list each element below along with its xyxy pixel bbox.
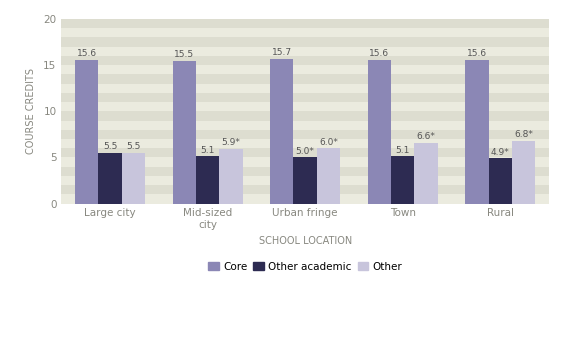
Bar: [61, 111, 549, 120]
Bar: [173, 61, 196, 203]
Text: 5.9*: 5.9*: [222, 138, 240, 147]
Bar: [465, 60, 488, 203]
Bar: [75, 60, 98, 203]
Bar: [293, 157, 317, 203]
Bar: [415, 143, 438, 203]
Bar: [61, 74, 549, 84]
Bar: [61, 102, 549, 111]
Bar: [61, 148, 549, 157]
Bar: [61, 185, 549, 194]
Text: 6.8*: 6.8*: [514, 130, 533, 139]
Bar: [61, 84, 549, 93]
Bar: [61, 176, 549, 185]
Bar: [61, 157, 549, 167]
Text: 5.5: 5.5: [103, 142, 117, 151]
Bar: [61, 93, 549, 102]
Text: 6.0*: 6.0*: [319, 137, 338, 146]
Bar: [61, 130, 549, 139]
Bar: [270, 59, 293, 203]
Text: 4.9*: 4.9*: [491, 148, 510, 157]
Bar: [391, 156, 415, 203]
Text: 5.5: 5.5: [126, 142, 140, 151]
Bar: [61, 167, 549, 176]
Bar: [61, 194, 549, 203]
Legend: Core, Other academic, Other: Core, Other academic, Other: [204, 257, 406, 276]
Text: 6.6*: 6.6*: [417, 132, 435, 141]
Text: 15.6: 15.6: [77, 49, 97, 58]
Text: 15.7: 15.7: [272, 48, 292, 57]
Bar: [196, 156, 219, 203]
Bar: [512, 141, 535, 203]
Bar: [61, 28, 549, 37]
Bar: [122, 153, 145, 203]
Text: 15.6: 15.6: [467, 49, 487, 58]
Bar: [61, 37, 549, 47]
Bar: [61, 56, 549, 65]
Bar: [488, 158, 512, 203]
Text: 5.1: 5.1: [200, 146, 215, 155]
Bar: [219, 149, 243, 203]
Text: 15.6: 15.6: [369, 49, 389, 58]
X-axis label: SCHOOL LOCATION: SCHOOL LOCATION: [258, 236, 352, 246]
Y-axis label: COURSE CREDITS: COURSE CREDITS: [27, 68, 36, 154]
Bar: [61, 65, 549, 74]
Text: 5.0*: 5.0*: [296, 147, 315, 156]
Bar: [61, 120, 549, 130]
Text: 5.1: 5.1: [395, 146, 410, 155]
Text: 15.5: 15.5: [174, 50, 194, 59]
Bar: [98, 153, 122, 203]
Bar: [368, 60, 391, 203]
Bar: [61, 19, 549, 28]
Bar: [317, 148, 340, 203]
Bar: [61, 47, 549, 56]
Bar: [61, 139, 549, 148]
